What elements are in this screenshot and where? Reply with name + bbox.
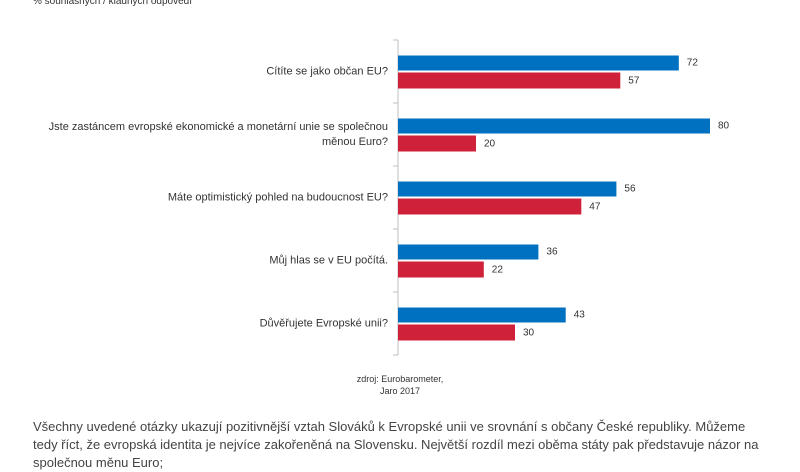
value-label: 36	[546, 246, 558, 258]
bar	[398, 55, 679, 71]
value-label: 22	[491, 264, 503, 275]
chart	[393, 39, 710, 356]
category-label: Cítíte se jako občan EU?	[266, 65, 388, 77]
bar	[398, 244, 539, 260]
value-label: 56	[624, 183, 636, 195]
page: % souhlasných / kladných odpovědí zdroj:…	[33, 0, 759, 470]
bar	[398, 198, 582, 215]
bar	[398, 118, 710, 134]
value-label: 30	[523, 327, 535, 338]
bar	[398, 72, 621, 89]
value-label: 47	[589, 201, 601, 212]
source: zdroj: Eurobarometer, Jaro 2017	[356, 374, 444, 396]
category-label: Můj hlas se v EU počítá.	[269, 254, 388, 266]
value-label: 57	[628, 75, 640, 86]
bar	[398, 181, 617, 197]
category-label: Důvěřujete Evropské unii?	[259, 317, 388, 329]
category-label: Máte optimistický pohled na budoucnost E…	[167, 191, 388, 203]
value-label: 80	[718, 120, 730, 132]
value-label: 20	[484, 138, 496, 149]
bar	[398, 261, 484, 278]
bar	[398, 135, 476, 152]
value-label: 43	[573, 309, 585, 321]
value-label: 72	[686, 57, 698, 69]
paragraph: Všechny uvedené otázky ukazují pozitivně…	[33, 419, 759, 470]
category-label: Jste zastáncem evropské ekonomické a mon…	[48, 120, 388, 148]
bar	[398, 307, 566, 323]
chart-subtitle: % souhlasných / kladných odpovědí	[33, 0, 192, 7]
bar	[398, 324, 515, 341]
